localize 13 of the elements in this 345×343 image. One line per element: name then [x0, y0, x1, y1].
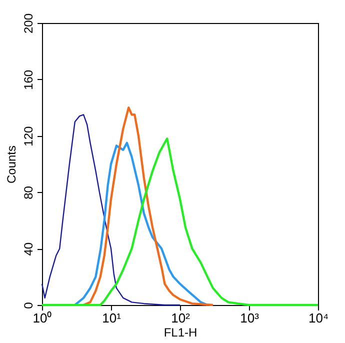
x-tick-label: 10¹	[102, 310, 122, 326]
x-axis-title: FL1-H	[164, 326, 198, 340]
y-tick-label: 120	[22, 126, 36, 146]
y-axis-title: Counts	[4, 145, 18, 184]
x-tick-label: 10⁰	[32, 310, 52, 326]
y-tick-label: 200	[22, 13, 36, 34]
x-tick-label: 10²	[171, 310, 191, 326]
y-tick-label: 160	[22, 70, 36, 90]
y-tick-label: 80	[22, 186, 36, 200]
x-tick-label: 10³	[240, 310, 260, 326]
y-tick-label: 0	[22, 302, 36, 309]
y-tick-label: 40	[22, 242, 36, 256]
x-tick-label: 10⁴	[308, 310, 329, 326]
